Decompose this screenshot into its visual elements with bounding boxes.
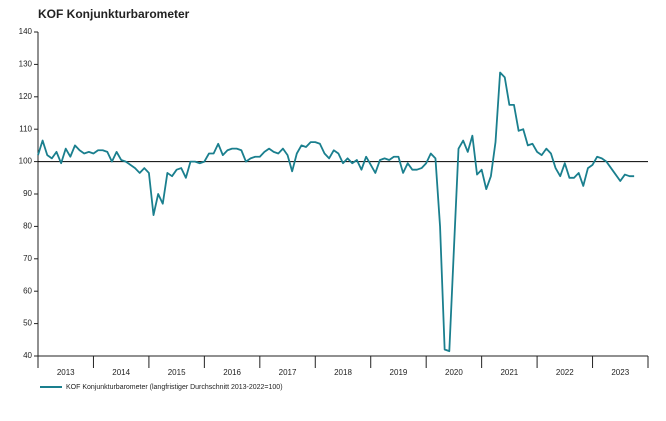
chart-title: KOF Konjunkturbarometer [38, 7, 190, 21]
x-tick-label: 2021 [500, 368, 518, 377]
x-tick-label: 2013 [57, 368, 75, 377]
y-tick-label: 70 [23, 254, 32, 263]
y-tick-label: 60 [23, 286, 32, 295]
x-tick-label: 2019 [390, 368, 408, 377]
y-tick-label: 90 [23, 189, 32, 198]
y-tick-label: 50 [23, 319, 32, 328]
x-tick-label: 2022 [556, 368, 574, 377]
y-tick-label: 140 [19, 27, 33, 36]
y-tick-label: 80 [23, 222, 32, 231]
x-tick-label: 2015 [168, 368, 186, 377]
y-tick-label: 40 [23, 351, 32, 360]
y-tick-label: 100 [19, 157, 33, 166]
x-tick-label: 2018 [334, 368, 352, 377]
x-tick-label: 2017 [279, 368, 297, 377]
x-tick-label: 2023 [611, 368, 629, 377]
x-tick-label: 2014 [112, 368, 130, 377]
y-tick-label: 120 [19, 92, 33, 101]
x-tick-label: 2016 [223, 368, 241, 377]
legend-label: KOF Konjunkturbarometer (langfristiger D… [66, 384, 283, 391]
y-tick-label: 110 [19, 124, 32, 133]
x-tick-label: 2020 [445, 368, 463, 377]
series-line [37, 71, 635, 353]
y-tick-label: 130 [19, 60, 33, 69]
